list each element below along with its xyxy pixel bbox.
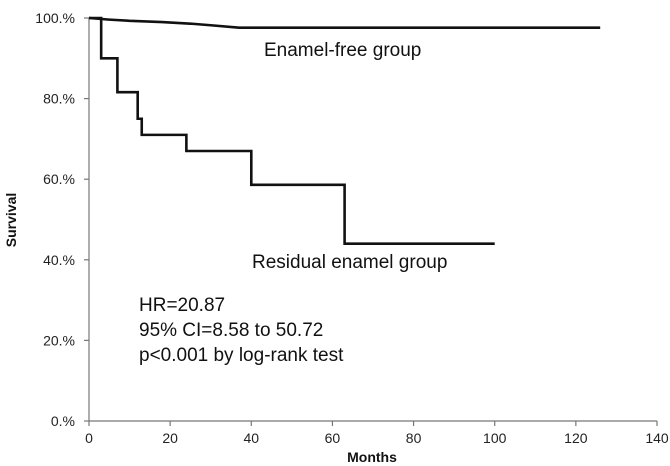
x-tick-label: 0: [85, 430, 93, 446]
x-tick-label: 20: [162, 430, 178, 446]
y-tick-label: 80.%: [43, 91, 75, 107]
enamel-free-survival-line: [88, 16, 601, 29]
hazard-ratio-text: HR=20.87: [139, 295, 225, 316]
x-tick-label: 140: [645, 430, 669, 446]
axes: [88, 18, 657, 422]
series-label-residual-enamel: Residual enamel group: [252, 252, 447, 273]
series-lines: [88, 16, 601, 245]
x-tick-label: 120: [564, 430, 588, 446]
x-tick-label: 40: [243, 430, 259, 446]
y-tick-label: 60.%: [43, 171, 75, 187]
y-tick-label: 40.%: [43, 252, 75, 268]
x-tick-label: 80: [406, 430, 422, 446]
p-value-text: p<0.001 by log-rank test: [139, 345, 344, 366]
residual-enamel-survival-line: [89, 16, 495, 245]
x-tick-label: 100: [483, 430, 507, 446]
x-tick-label: 60: [325, 430, 341, 446]
x-axis-title: Months: [347, 449, 397, 465]
y-tick-label: 0.%: [51, 413, 75, 429]
ticks: 0 20 40 60 80 100 120 140 0.% 20.% 40.% 60.% 80.% 100…: [35, 10, 669, 446]
y-tick-label: 20.%: [43, 332, 75, 348]
y-tick-label: 100.%: [35, 10, 75, 26]
confidence-interval-text: 95% CI=8.58 to 50.72: [139, 320, 323, 341]
series-label-enamel-free: Enamel-free group: [264, 40, 421, 61]
y-axis-title: Survival: [3, 193, 19, 247]
